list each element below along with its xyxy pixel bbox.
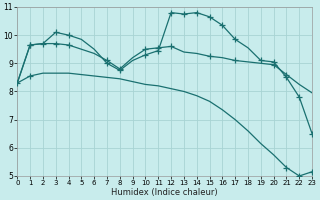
X-axis label: Humidex (Indice chaleur): Humidex (Indice chaleur) (111, 188, 218, 197)
